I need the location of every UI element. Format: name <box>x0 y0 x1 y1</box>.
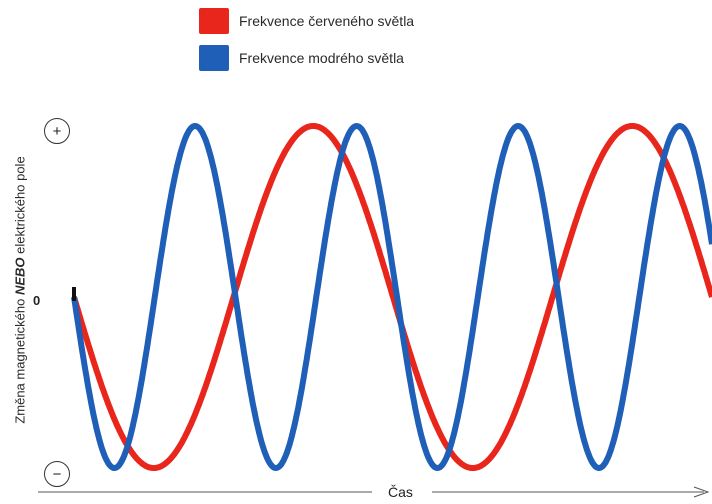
plus-sign: + <box>44 118 70 144</box>
red-wave <box>71 123 712 471</box>
y-axis-label: Změna magnetického NEBO elektrického pol… <box>13 156 28 423</box>
blue-wave <box>71 122 712 472</box>
x-axis-label: Čas <box>380 484 421 500</box>
legend-item-blue: Frekvence modrého světla <box>199 45 404 71</box>
legend-item-red: Frekvence červeného světla <box>199 8 414 34</box>
legend-label-red: Frekvence červeného světla <box>239 13 415 29</box>
blue-swatch <box>199 45 229 71</box>
legend-label-blue: Frekvence modrého světla <box>239 50 404 66</box>
y-axis-label-emphasis: NEBO <box>12 257 28 296</box>
zero-label: 0 <box>33 293 41 308</box>
minus-sign: − <box>44 461 70 487</box>
y-axis-label-suffix: elektrického pole <box>12 156 28 258</box>
time-axis <box>38 486 710 498</box>
red-swatch <box>199 8 229 34</box>
y-axis-label-prefix: Změna magnetického <box>12 295 28 424</box>
